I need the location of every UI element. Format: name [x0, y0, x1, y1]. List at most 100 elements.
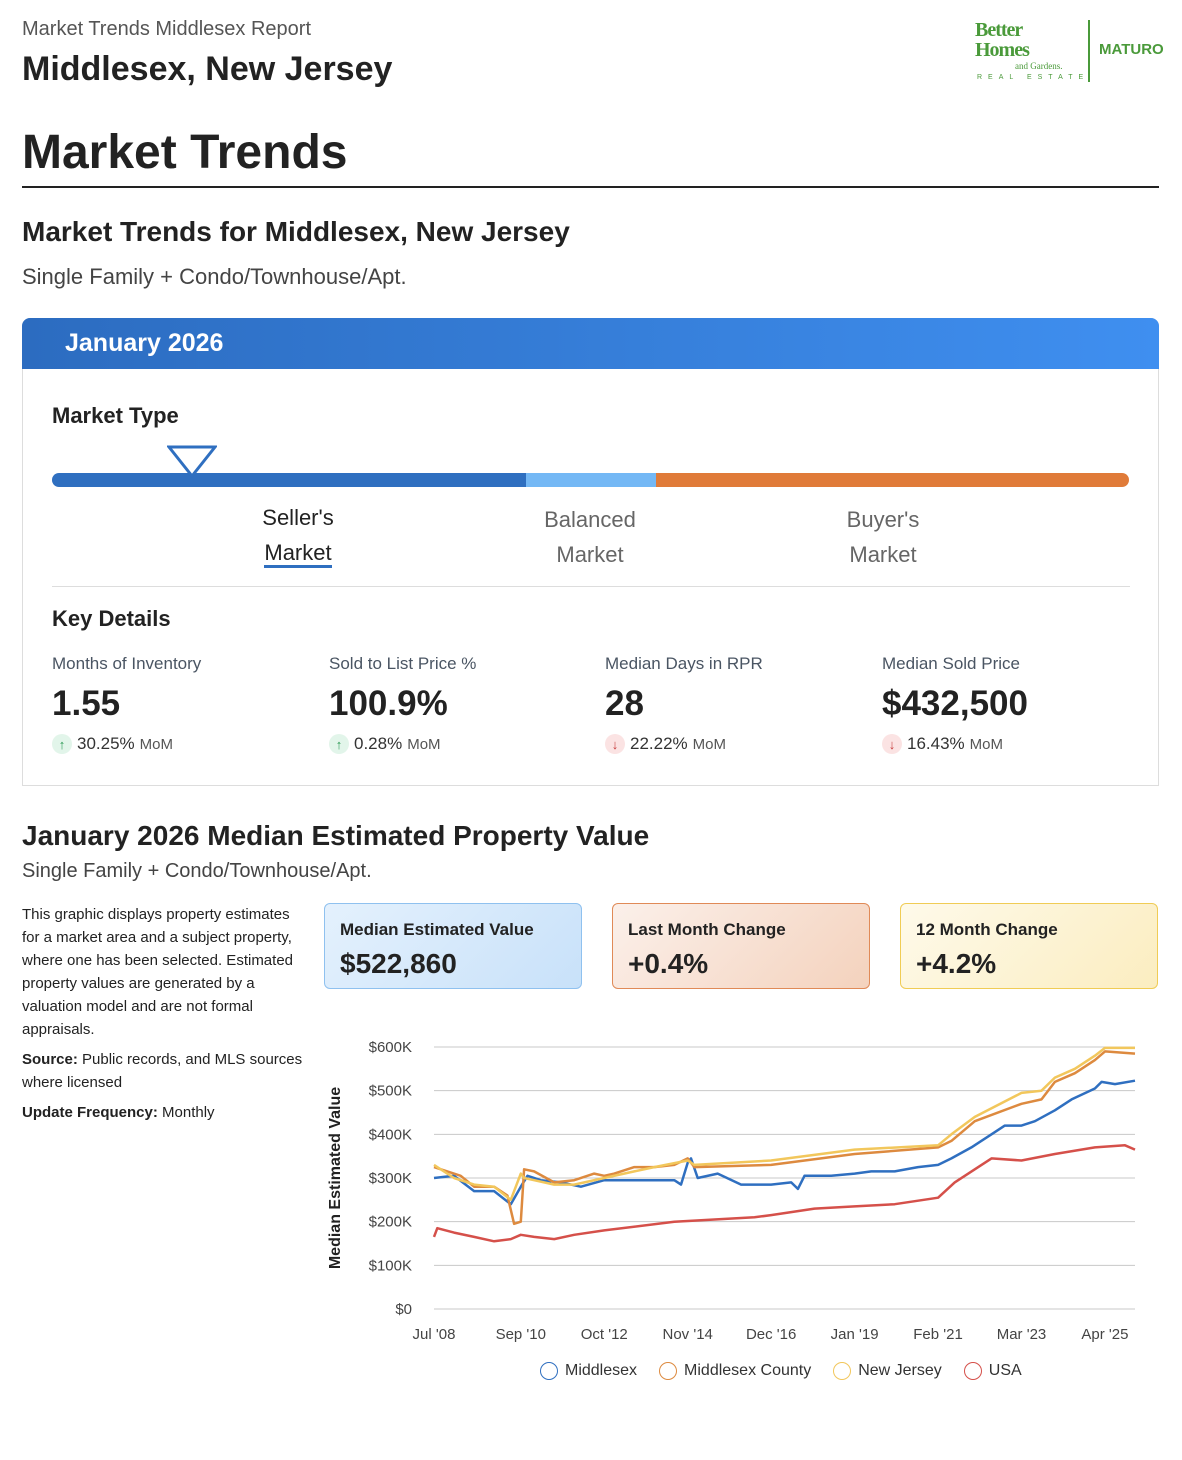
legend-circle-icon: [540, 1362, 558, 1380]
metric-change: 30.25%: [77, 734, 135, 753]
buyer-line2: Market: [849, 542, 917, 567]
legend-label: Middlesex: [565, 1362, 638, 1379]
legend-label: Middlesex County: [684, 1362, 812, 1379]
seller-segment: [52, 473, 526, 487]
chart-description: This graphic displays property estimates…: [22, 903, 307, 1131]
property-type: Single Family + Condo/Townhouse/Apt.: [22, 264, 407, 289]
box-label: Last Month Change: [628, 920, 786, 939]
metric-name: Sold to List Price %: [329, 654, 477, 673]
page-title: Market Trends: [22, 126, 348, 179]
box-label: Median Estimated Value: [340, 920, 534, 939]
box-value: $522,860: [340, 948, 457, 979]
legend-item[interactable]: USA: [963, 1362, 1022, 1380]
x-tick-label: Sep '10: [496, 1326, 546, 1343]
last-month-change-box: Last Month Change +0.4%: [612, 903, 870, 989]
description-text: This graphic displays property estimates…: [22, 906, 294, 1038]
series-line-middlesex: [433, 1079, 1136, 1206]
card-divider: [52, 586, 1130, 587]
metric-value: 28: [605, 684, 644, 723]
y-axis-label: Median Estimated Value: [327, 1087, 344, 1269]
y-tick-label: $600K: [369, 1039, 412, 1056]
x-tick-label: Apr '25: [1081, 1326, 1128, 1343]
metric-name: Months of Inventory: [52, 654, 202, 673]
metric-period: MoM: [692, 735, 727, 753]
legend-label: USA: [988, 1362, 1022, 1379]
series-line-usa: [432, 1144, 1136, 1243]
median-value-box: Median Estimated Value $522,860: [324, 903, 582, 989]
metric-months-inventory: Months of Inventory 1.55 ↑ 30.25% MoM: [52, 654, 312, 754]
metric-sold-to-list: Sold to List Price % 100.9% ↑ 0.28% MoM: [329, 654, 589, 754]
metric-median-days: Median Days in RPR 28 ↓ 22.22% MoM: [605, 654, 865, 754]
y-tick-label: $0: [395, 1301, 412, 1318]
metric-period: MoM: [407, 735, 441, 753]
x-tick-label: Nov '14: [662, 1326, 712, 1343]
metric-value: 100.9%: [329, 684, 448, 723]
box-value: +4.2%: [916, 948, 997, 979]
buyer-market-label: Buyer's Market: [813, 502, 953, 572]
x-tick-label: Jan '19: [831, 1326, 879, 1343]
frequency-text: Monthly: [157, 1104, 215, 1121]
market-position-marker-icon: [167, 445, 217, 479]
arrow-down-icon: ↓: [605, 734, 625, 754]
report-subtitle: Market Trends Middlesex Report: [22, 18, 312, 40]
metric-value: $432,500: [882, 684, 1028, 723]
metric-change: 16.43%: [907, 734, 965, 753]
buyer-segment: [656, 473, 1129, 487]
logo-text-real-estate: REAL ESTATE: [977, 74, 1090, 81]
source-label: Source:: [22, 1051, 78, 1068]
metric-period: MoM: [969, 735, 1004, 753]
seller-line2: Market: [264, 540, 332, 568]
month-banner: January 2026: [22, 318, 1159, 369]
metric-period: MoM: [139, 735, 174, 753]
balanced-line1: Balanced: [544, 507, 636, 532]
series-line-new-jersey: [433, 1046, 1135, 1202]
legend-item[interactable]: New Jersey: [833, 1362, 942, 1380]
legend-label: New Jersey: [858, 1362, 942, 1379]
y-tick-label: $300K: [369, 1170, 412, 1187]
seller-market-label: Seller's Market: [238, 500, 358, 570]
y-tick-label: $400K: [369, 1126, 412, 1143]
brand-logo: Better Homes and Gardens. REAL ESTATE MAT…: [975, 20, 1165, 84]
value-property-type: Single Family + Condo/Townhouse/Apt.: [22, 860, 372, 882]
legend-item[interactable]: Middlesex: [540, 1362, 637, 1380]
box-label: 12 Month Change: [916, 920, 1058, 939]
seller-line1: Seller's: [262, 505, 334, 530]
section-title: Market Trends for Middlesex, New Jersey: [22, 216, 570, 247]
y-tick-label: $100K: [369, 1257, 412, 1274]
arrow-up-icon: ↑: [52, 734, 72, 754]
market-type-label: Market Type: [52, 403, 179, 428]
metric-name: Median Days in RPR: [605, 654, 763, 673]
source-text: Public records, and MLS sources where li…: [22, 1051, 303, 1091]
x-tick-label: Jul '08: [413, 1326, 456, 1343]
chart-legend: Middlesex Middlesex County New Jersey USA: [540, 1362, 1022, 1380]
title-rule: [22, 186, 1159, 188]
metric-name: Median Sold Price: [882, 654, 1020, 673]
metric-change: 22.22%: [630, 734, 688, 753]
legend-circle-icon: [963, 1362, 982, 1380]
source-note: Source: Public records, and MLS sources …: [22, 1048, 307, 1094]
logo-divider: [1088, 20, 1090, 82]
legend-circle-icon: [833, 1362, 852, 1380]
buyer-line1: Buyer's: [846, 507, 920, 532]
frequency-label: Update Frequency:: [22, 1104, 158, 1121]
month-label: January 2026: [65, 329, 224, 357]
location-title: Middlesex, New Jersey: [22, 50, 393, 88]
arrow-up-icon: ↑: [329, 734, 349, 754]
balanced-segment: [526, 473, 656, 487]
box-value: +0.4%: [628, 948, 709, 979]
series-line-middlesex-county: [433, 1050, 1136, 1226]
logo-brand-name: MATURO: [1099, 41, 1164, 58]
logo-text-better: Better: [975, 19, 1023, 41]
balanced-market-label: Balanced Market: [520, 502, 660, 572]
y-tick-label: $500K: [369, 1083, 412, 1100]
x-tick-label: Feb '21: [913, 1326, 963, 1343]
x-tick-label: Dec '16: [746, 1326, 796, 1343]
twelve-month-change-box: 12 Month Change +4.2%: [900, 903, 1158, 989]
y-tick-label: $200K: [369, 1214, 412, 1231]
property-value-chart: $0 $100K $200K $300K $400K $500K $600K Jul '08 S…: [327, 1039, 1136, 1343]
legend-item[interactable]: Middlesex County: [659, 1362, 811, 1380]
balanced-line2: Market: [556, 542, 624, 567]
value-section-title: January 2026 Median Estimated Property V…: [22, 820, 650, 851]
logo-text-homes: Homes: [975, 39, 1030, 61]
metric-value: 1.55: [52, 684, 121, 723]
